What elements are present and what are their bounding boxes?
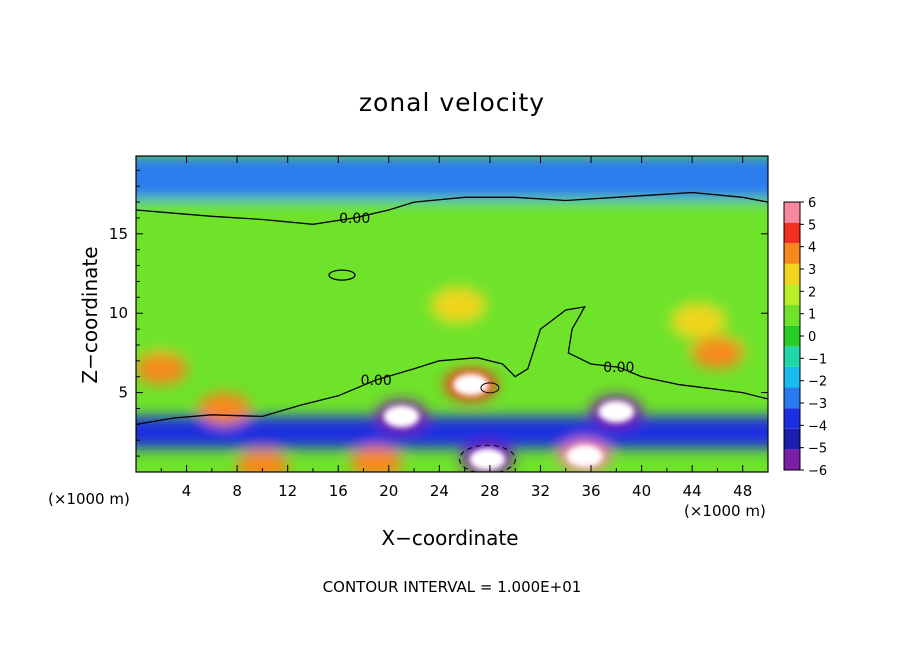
- colorbar-label: 2: [808, 285, 816, 300]
- y-tick-label: 5: [118, 384, 128, 402]
- colorbar-label: 4: [808, 241, 816, 256]
- x-tick-label: 12: [278, 482, 297, 500]
- field-blob: [672, 305, 725, 338]
- x-tick-label: 36: [581, 482, 600, 500]
- y-tick-label: 15: [109, 225, 128, 243]
- contour-dashed-loop: [458, 444, 516, 472]
- contour-label: 0.00: [603, 360, 634, 376]
- field-blob: [350, 446, 403, 472]
- field-blob: [691, 336, 744, 369]
- colorbar-label: 5: [808, 218, 816, 233]
- contour-label: 0.00: [339, 211, 370, 227]
- x-tick-label: 28: [480, 482, 499, 500]
- colorbar-swatch: [784, 449, 800, 470]
- x-unit-label-right: (×1000 m): [684, 502, 766, 520]
- field-blurred-layer: [136, 156, 768, 472]
- colorbar-label: 1: [808, 308, 816, 323]
- x-tick-label: 8: [232, 482, 242, 500]
- x-axis-label: X−coordinate: [381, 526, 519, 550]
- colorbar-swatch: [784, 263, 800, 285]
- field-core-layer: [383, 373, 635, 471]
- field-band: [136, 198, 768, 353]
- y-axis-label: Z−coordinate: [78, 246, 102, 384]
- field-core: [469, 448, 506, 471]
- colorbar-label: −6: [808, 464, 827, 479]
- field-core: [383, 405, 420, 428]
- colorbar-label: 0: [808, 330, 816, 345]
- plot-frame: [135, 155, 769, 473]
- field-blob: [236, 449, 289, 472]
- field-core: [452, 373, 489, 396]
- colorbar-label: −2: [808, 375, 827, 390]
- x-tick-label: 44: [683, 482, 702, 500]
- field-blob: [136, 352, 188, 385]
- x-tick-label: 48: [733, 482, 752, 500]
- field-blob: [432, 289, 485, 322]
- x-tick-label: 32: [531, 482, 550, 500]
- field-band: [136, 416, 768, 449]
- y-tick-label: 10: [109, 304, 128, 322]
- colorbar: −6 −5 −4 −3 −2 −1 0 1 2 3 4 5 6: [783, 196, 827, 479]
- colorbar-label: −4: [808, 419, 827, 434]
- colorbar-swatch: [784, 387, 800, 409]
- field-band: [136, 156, 768, 199]
- contour-interval-note: CONTOUR INTERVAL = 1.000E+01: [322, 578, 582, 596]
- colorbar-swatch: [784, 428, 800, 450]
- colorbar-swatch: [784, 346, 800, 367]
- contour-closed-loop: [328, 269, 356, 281]
- colorbar-swatch: [784, 284, 800, 306]
- colorbar-swatch: [784, 243, 800, 264]
- colorbar-label: −1: [808, 352, 827, 367]
- x-tick-label: 40: [632, 482, 651, 500]
- contour-label: 0.00: [361, 373, 392, 389]
- x-tick-label: 4: [182, 482, 192, 500]
- colorbar-swatch: [784, 325, 800, 347]
- colorbar-label: 3: [808, 263, 816, 278]
- field-blob: [198, 392, 251, 425]
- x-unit-label-left: (×1000 m): [48, 490, 130, 508]
- field-core: [566, 445, 603, 468]
- colorbar-label: 6: [808, 196, 816, 211]
- chart-title: zonal velocity: [358, 88, 546, 117]
- contour-closed-loop: [480, 382, 500, 394]
- colorbar-swatch: [784, 305, 800, 326]
- contour-zero-upper: [136, 191, 768, 225]
- colorbar-swatch: [784, 366, 800, 388]
- x-tick-label: 20: [379, 482, 398, 500]
- colorbar-swatch: [784, 202, 800, 223]
- velocity-field: [136, 156, 768, 472]
- colorbar-swatch: [784, 222, 800, 244]
- x-tick-label: 16: [329, 482, 348, 500]
- contour-zero-lower: [136, 306, 768, 426]
- field-core: [598, 400, 635, 423]
- colorbar-label: −5: [808, 442, 827, 457]
- colorbar-swatch: [784, 408, 800, 429]
- colorbar-label: −3: [808, 397, 827, 412]
- contour-lines: 0.00 0.00 0.00: [136, 191, 768, 472]
- x-tick-label: 24: [430, 482, 449, 500]
